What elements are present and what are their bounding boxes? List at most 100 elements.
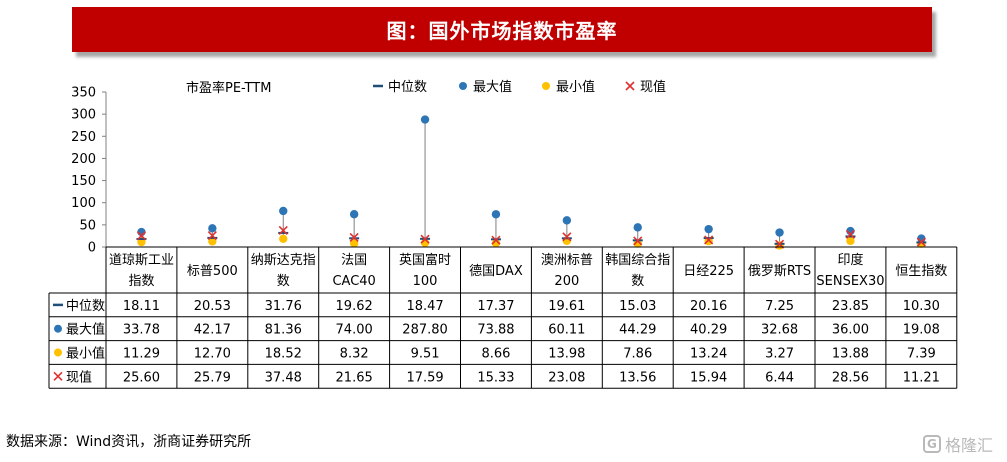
table-value: 19.08: [903, 323, 940, 338]
max-point: [775, 228, 784, 237]
category-label: 日经225: [683, 264, 734, 279]
min-point: [491, 238, 501, 248]
category-label: CAC40: [332, 274, 375, 289]
table-value: 44.29: [619, 323, 656, 338]
table-value: 20.53: [194, 299, 231, 314]
table-value: 28.56: [832, 370, 869, 385]
table-value: 10.30: [903, 299, 940, 314]
current-point: [420, 234, 430, 244]
current-point: [349, 232, 359, 242]
table-value: 7.25: [765, 299, 794, 314]
current-point: [136, 231, 147, 241]
min-point: [775, 241, 784, 250]
table-value: 13.24: [690, 347, 727, 362]
current-point: [916, 237, 926, 247]
category-label: 100: [413, 274, 438, 289]
current-point: [491, 235, 501, 245]
category-label: 指数: [128, 274, 154, 289]
watermark: G 格隆汇: [922, 432, 993, 456]
category-label: 数: [277, 274, 290, 289]
title-banner: 图：国外市场指数市盈率: [72, 7, 932, 52]
table-value: 8.32: [340, 347, 369, 362]
category-label: 韩国综合指: [605, 253, 670, 268]
table-value: 17.59: [406, 370, 443, 385]
table-value: 25.60: [123, 370, 160, 385]
table-value: 23.08: [548, 370, 585, 385]
table-value: 37.48: [265, 370, 302, 385]
watermark-text: 格隆汇: [944, 436, 993, 455]
max-point: [279, 206, 288, 216]
current-point: [633, 236, 643, 246]
current-point: [562, 232, 572, 242]
table-value: 11.21: [903, 370, 940, 385]
y-tick-label: 250: [71, 130, 96, 145]
category-label: 恒生指数: [895, 264, 947, 279]
table-value: 11.29: [123, 347, 160, 362]
category-label: 英国富时: [399, 252, 451, 268]
table-value: 81.36: [265, 323, 302, 338]
pe-chart: 050100150200250300350 市盈率PE-TTM 中位数 最大值 最小值现…: [48, 79, 958, 389]
table-value: 8.66: [481, 347, 510, 362]
row-header-label: 中位数: [66, 299, 105, 314]
table-value: 3.27: [765, 347, 794, 362]
y-tick-label: 150: [71, 174, 96, 189]
category-label: SENSEX30: [816, 274, 884, 289]
table-value: 74.00: [336, 323, 373, 338]
table-value: 73.88: [477, 323, 514, 338]
table-value: 23.85: [832, 299, 869, 314]
row-header-label: 最小值: [66, 346, 105, 362]
table-value: 15.03: [619, 299, 656, 314]
table-value: 7.86: [623, 347, 652, 362]
table-value: 12.70: [194, 347, 231, 362]
table-value: 20.16: [690, 299, 727, 314]
current-point: [207, 231, 217, 241]
min-point: [279, 234, 288, 243]
y-axis-title: 市盈率PE-TTM: [186, 80, 271, 96]
row-header-1-circle-marker: [54, 324, 62, 333]
table-value: 13.56: [619, 370, 656, 385]
source-note: 数据来源：Wind资讯，浙商证券研究所: [6, 434, 252, 450]
table-value: 40.29: [690, 323, 727, 338]
legend-label: 中位数: [388, 80, 427, 95]
legend-label: 现值: [640, 79, 666, 95]
max-point: [208, 224, 217, 233]
row-header-label: 现值: [66, 369, 92, 385]
y-tick-label: 350: [71, 86, 96, 101]
table-value: 25.79: [194, 370, 231, 385]
row-header-3-x-marker: [53, 371, 63, 381]
min-point: [349, 239, 359, 248]
y-tick-label: 50: [79, 218, 96, 233]
category-label: 纳斯达克指: [251, 253, 316, 268]
max-point: [349, 210, 359, 219]
table-value: 18.11: [123, 299, 160, 314]
current-point: [704, 235, 714, 245]
category-label: 数: [631, 274, 644, 289]
row-header-2-circle-marker: [54, 348, 62, 357]
table-value: 7.39: [907, 347, 936, 362]
table-value: 13.98: [548, 347, 585, 362]
table-value: 32.68: [761, 323, 798, 338]
table-value: 31.76: [265, 299, 302, 314]
category-label: 印度: [837, 252, 863, 268]
table-value: 19.61: [548, 299, 585, 314]
category-label: 标普500: [187, 264, 238, 279]
min-point: [846, 236, 855, 246]
table-value: 15.94: [690, 370, 727, 385]
category-label: 俄罗斯RTS: [748, 264, 811, 279]
legend-2-circle-marker: [542, 82, 550, 90]
max-point: [704, 224, 713, 234]
table-value: 19.62: [336, 299, 373, 314]
category-label: 澳洲标普: [541, 252, 593, 268]
table-value: 17.37: [477, 299, 514, 314]
table-value: 36.00: [832, 323, 869, 338]
category-label: 道琼斯工业: [109, 253, 174, 268]
max-point: [633, 223, 642, 232]
table-value: 42.17: [194, 323, 231, 338]
watermark-logo-icon: G: [922, 435, 941, 453]
category-label: 200: [554, 274, 579, 289]
table-value: 15.33: [477, 370, 514, 385]
legend-1-circle-marker: [459, 82, 467, 90]
min-point: [208, 237, 217, 246]
category-label: 德国DAX: [469, 264, 523, 279]
current-point: [278, 225, 288, 235]
